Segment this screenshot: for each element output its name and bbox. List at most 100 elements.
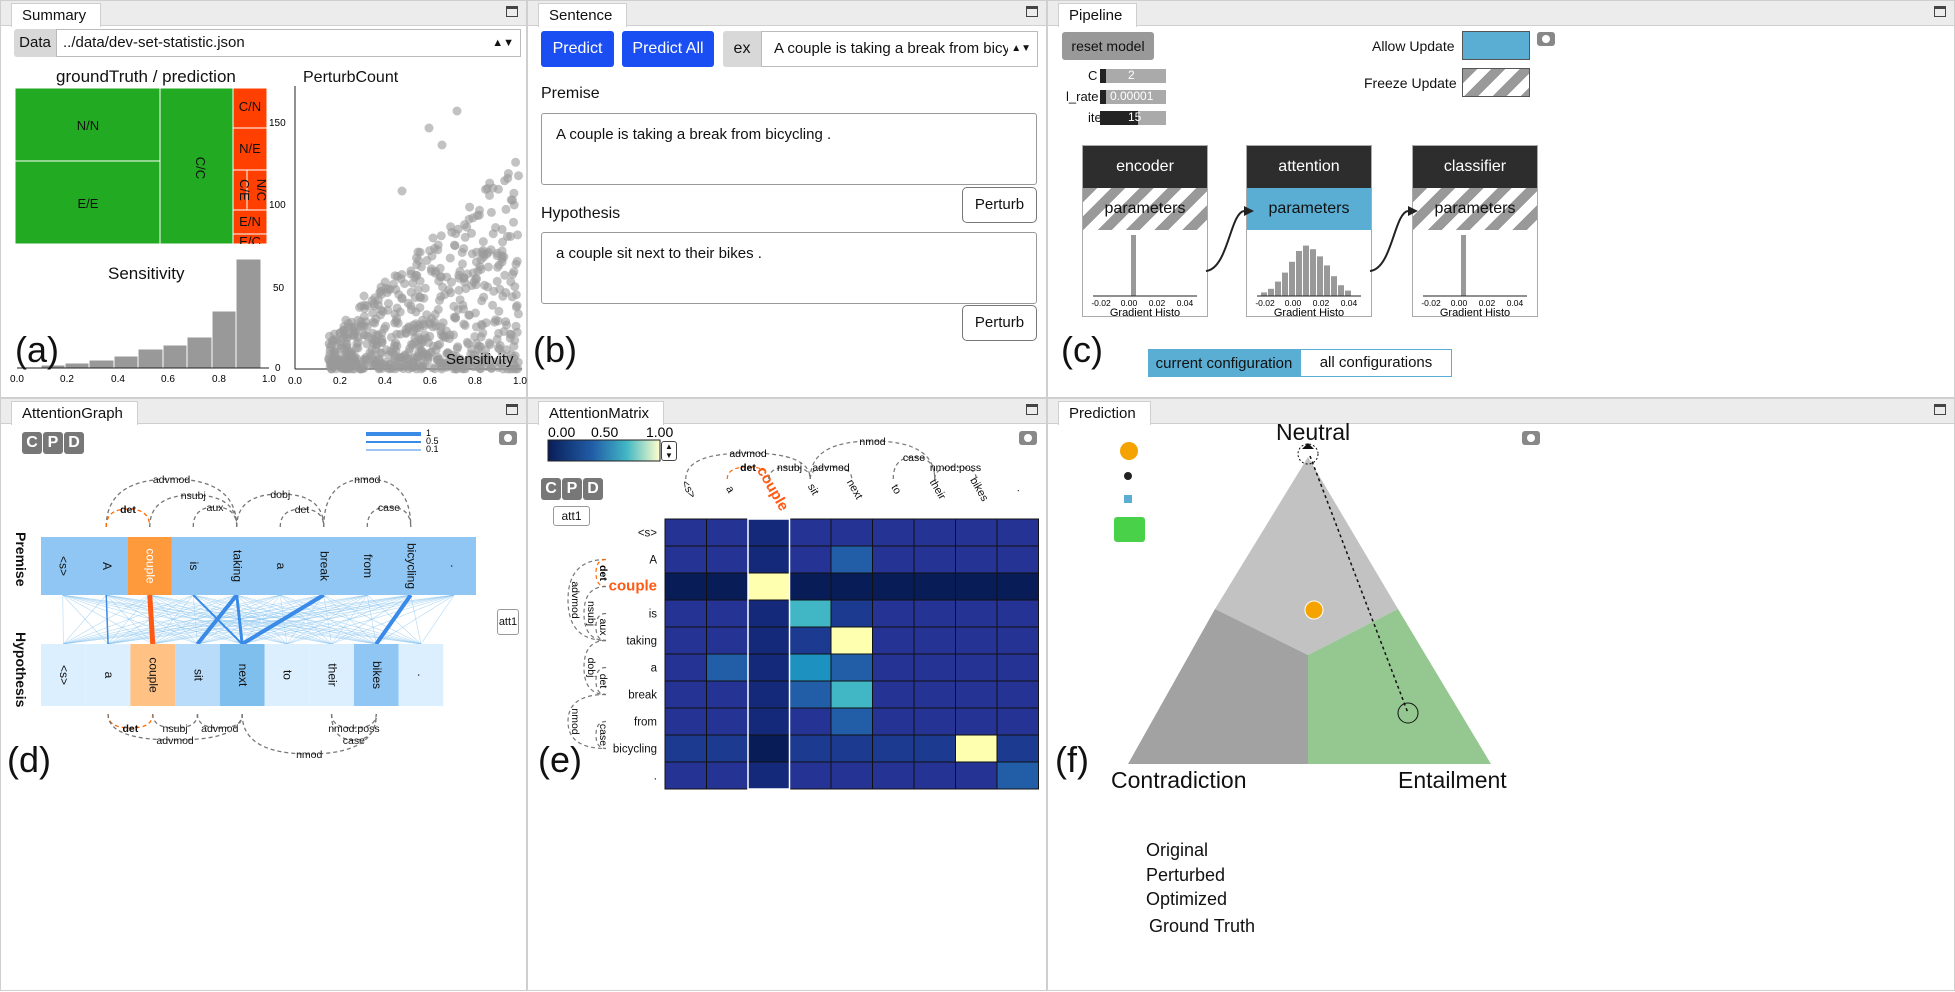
camera-icon[interactable] — [1019, 431, 1037, 445]
dependency-label: det — [120, 504, 136, 516]
all-configurations-tab[interactable]: all configurations — [1300, 349, 1452, 377]
corner-label-a: (a) — [15, 329, 59, 370]
example-select[interactable]: A couple is taking a break from bicy ▲▼ — [761, 31, 1038, 67]
scatter-point — [416, 262, 426, 272]
maximize-icon[interactable] — [1934, 6, 1946, 17]
pipeline-arrows — [1205, 206, 1418, 272]
matrix-cell — [830, 680, 873, 709]
dependency-label: nmod — [354, 474, 380, 486]
att-selector[interactable]: att1 — [497, 609, 519, 635]
pipeline-block-classifier[interactable]: classifier parameters -0.02 0.00 0.02 0.04 Gra… — [1412, 145, 1538, 317]
scatter-point — [483, 282, 493, 292]
d-button[interactable]: D — [64, 432, 84, 454]
p-button[interactable]: P — [43, 432, 63, 454]
block-parameters[interactable]: parameters — [1247, 188, 1371, 230]
summary-tab[interactable]: Summary — [11, 3, 102, 27]
allow-update-toggle[interactable] — [1462, 31, 1530, 60]
hypothesis-token — [85, 644, 131, 706]
attention-matrix-tab[interactable]: AttentionMatrix — [538, 401, 665, 425]
c-button[interactable]: C — [541, 478, 561, 500]
premise-token-label: a — [274, 563, 288, 570]
param-slider[interactable]: 15 — [1100, 110, 1166, 125]
scatter-point — [494, 343, 503, 353]
param-slider[interactable]: 0.00001 — [1100, 89, 1166, 104]
dependency-arc — [105, 478, 238, 528]
block-parameters[interactable]: parameters — [1413, 188, 1537, 230]
matrix-col-label: to — [888, 483, 903, 497]
prediction-tab[interactable]: Prediction — [1058, 401, 1151, 425]
hypothesis-textarea[interactable]: a couple sit next to their bikes . — [541, 232, 1037, 304]
scatter-point — [505, 329, 515, 339]
scatter-point — [381, 321, 391, 331]
dependency-arc — [105, 508, 151, 528]
data-file-select[interactable]: ../data/dev-set-statistic.json ▲▼ — [56, 29, 521, 57]
reset-model-button[interactable]: reset model — [1062, 32, 1154, 60]
scatter-point — [457, 248, 467, 257]
maximize-icon[interactable] — [1026, 6, 1038, 17]
scatter-point — [509, 341, 519, 351]
att-selector[interactable]: att1 — [553, 506, 590, 526]
scatter-point — [502, 320, 511, 330]
maximize-icon[interactable] — [506, 6, 518, 17]
scatter-point — [451, 360, 461, 370]
attention-graph-tab[interactable]: AttentionGraph — [11, 401, 138, 425]
sentence-tab[interactable]: Sentence — [538, 3, 628, 27]
matrix-col-label: bikes — [967, 475, 990, 504]
matrix-cell — [706, 761, 749, 790]
hypothesis-perturb-button[interactable]: Perturb — [962, 305, 1037, 341]
maximize-icon[interactable] — [1026, 404, 1038, 415]
dependency-arc — [279, 508, 325, 528]
premise-token-label: taking — [231, 550, 245, 582]
scatter-point — [397, 186, 407, 196]
block-parameters[interactable]: parameters — [1083, 188, 1207, 230]
treemap-label: N/N — [77, 118, 99, 133]
param-value: 2 — [1128, 68, 1135, 82]
premise-token-label: is — [187, 562, 201, 571]
pipeline-tab[interactable]: Pipeline — [1058, 3, 1138, 27]
camera-icon[interactable] — [1522, 431, 1540, 445]
scatter-point — [478, 237, 488, 247]
param-label: l_rate — [1066, 89, 1099, 104]
premise-textarea[interactable]: A couple is taking a break from bicyclin… — [541, 113, 1037, 185]
premise-token — [389, 537, 433, 595]
maximize-icon[interactable] — [506, 404, 518, 415]
camera-icon[interactable] — [499, 431, 517, 445]
treemap-label: C/N — [239, 99, 261, 114]
current-configuration-tab[interactable]: current configuration — [1148, 349, 1300, 377]
freeze-update-toggle[interactable] — [1462, 68, 1530, 97]
svg-text:Gradient Histo: Gradient Histo — [1274, 307, 1344, 316]
dependency-arc — [366, 506, 412, 528]
c-button[interactable]: C — [22, 432, 42, 454]
p-button[interactable]: P — [562, 478, 582, 500]
pipeline-block-attention[interactable]: attention parameters -0.02 0.00 0.02 0.04 Grad… — [1246, 145, 1372, 317]
scatter-point — [511, 157, 521, 167]
param-slider[interactable]: 2 — [1100, 68, 1166, 83]
svg-text:0.02: 0.02 — [1313, 298, 1330, 308]
hypothesis-token-label: next — [236, 664, 250, 687]
predict-button[interactable]: Predict — [541, 31, 614, 67]
pipeline-block-encoder[interactable]: encoder parameters -0.02 0.00 0.02 0.04 Gradie… — [1082, 145, 1208, 317]
scatter-point — [509, 267, 519, 277]
block-title: classifier — [1413, 146, 1537, 188]
scatter-point — [474, 350, 483, 360]
maximize-icon[interactable] — [1934, 404, 1946, 415]
scatter-point — [452, 106, 462, 116]
scatter-point — [435, 296, 444, 305]
scatter-point — [500, 270, 510, 280]
d-button[interactable]: D — [583, 478, 603, 500]
color-scale-select[interactable]: ▲ ▼ — [661, 441, 677, 461]
predict-all-button[interactable]: Predict All — [622, 31, 714, 67]
scatter-point — [430, 268, 440, 278]
sensitivity-histogram: 0.0 0.2 0.4 0.6 0.8 1.0 — [10, 258, 276, 385]
summary-panel: Summary Data ../data/dev-set-statistic.j… — [0, 0, 527, 398]
attention-matrix: <s> a couple sit next to their bikes .<s>Acouple… — [567, 436, 1039, 790]
treemap-label: E/N — [239, 214, 261, 229]
premise-perturb-button[interactable]: Perturb — [962, 187, 1037, 223]
matrix-cell — [955, 734, 998, 763]
premise-token — [345, 537, 389, 595]
scatter-point — [476, 265, 486, 274]
hypothesis-token-label: sit — [191, 669, 205, 682]
camera-icon[interactable] — [1537, 32, 1555, 46]
scatter-point — [503, 173, 513, 183]
scatter-point — [502, 231, 512, 241]
